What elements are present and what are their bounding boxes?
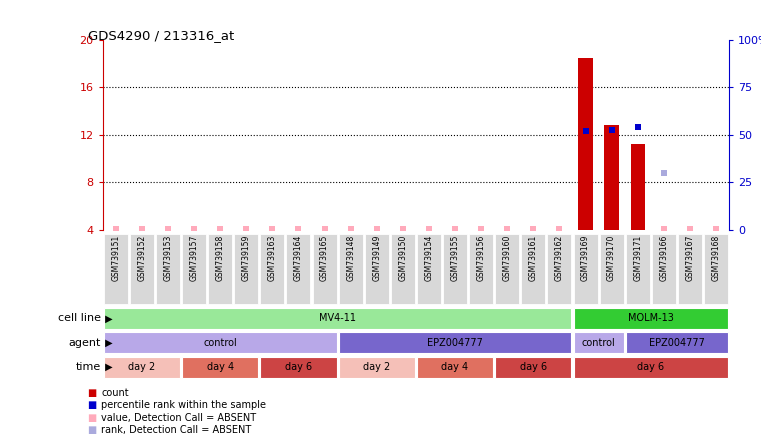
- Text: GDS4290 / 213316_at: GDS4290 / 213316_at: [88, 29, 234, 42]
- FancyBboxPatch shape: [313, 234, 336, 304]
- FancyBboxPatch shape: [521, 234, 546, 304]
- FancyBboxPatch shape: [391, 234, 415, 304]
- FancyBboxPatch shape: [103, 308, 572, 329]
- FancyBboxPatch shape: [365, 234, 389, 304]
- FancyBboxPatch shape: [130, 234, 154, 304]
- Text: GSM739159: GSM739159: [242, 234, 251, 281]
- FancyBboxPatch shape: [600, 234, 623, 304]
- Bar: [604, 126, 619, 230]
- Bar: [578, 58, 593, 230]
- Text: GSM739167: GSM739167: [686, 234, 694, 281]
- Text: GSM739160: GSM739160: [503, 234, 511, 281]
- FancyBboxPatch shape: [574, 234, 597, 304]
- Text: GSM739163: GSM739163: [268, 234, 277, 281]
- Text: value, Detection Call = ABSENT: value, Detection Call = ABSENT: [101, 413, 256, 423]
- Bar: [631, 144, 645, 230]
- FancyBboxPatch shape: [286, 234, 310, 304]
- FancyBboxPatch shape: [626, 332, 728, 353]
- FancyBboxPatch shape: [417, 357, 493, 378]
- Text: GSM739170: GSM739170: [607, 234, 616, 281]
- FancyBboxPatch shape: [209, 234, 232, 304]
- Text: day 4: day 4: [441, 362, 469, 372]
- FancyBboxPatch shape: [156, 234, 180, 304]
- Text: GSM739171: GSM739171: [633, 234, 642, 281]
- Text: GSM739162: GSM739162: [555, 234, 564, 281]
- FancyBboxPatch shape: [651, 234, 676, 304]
- FancyBboxPatch shape: [469, 234, 493, 304]
- FancyBboxPatch shape: [678, 234, 702, 304]
- Text: day 6: day 6: [637, 362, 664, 372]
- Text: GSM739161: GSM739161: [529, 234, 538, 281]
- FancyBboxPatch shape: [182, 357, 258, 378]
- Text: ▶: ▶: [102, 362, 113, 372]
- FancyBboxPatch shape: [234, 234, 258, 304]
- Text: GSM739148: GSM739148: [346, 234, 355, 281]
- Text: day 2: day 2: [363, 362, 390, 372]
- FancyBboxPatch shape: [704, 234, 728, 304]
- FancyBboxPatch shape: [626, 234, 650, 304]
- FancyBboxPatch shape: [339, 332, 572, 353]
- FancyBboxPatch shape: [182, 234, 206, 304]
- Text: percentile rank within the sample: percentile rank within the sample: [101, 400, 266, 410]
- Text: ▶: ▶: [102, 313, 113, 323]
- Text: ■: ■: [88, 388, 97, 398]
- Text: cell line: cell line: [58, 313, 101, 323]
- Text: GSM739156: GSM739156: [476, 234, 486, 281]
- Text: GSM739151: GSM739151: [111, 234, 120, 281]
- Text: GSM739153: GSM739153: [164, 234, 173, 281]
- Text: GSM739149: GSM739149: [372, 234, 381, 281]
- Text: GSM739165: GSM739165: [320, 234, 329, 281]
- FancyBboxPatch shape: [339, 357, 415, 378]
- FancyBboxPatch shape: [495, 357, 572, 378]
- Text: GSM739169: GSM739169: [581, 234, 590, 281]
- Text: GSM739152: GSM739152: [138, 234, 146, 281]
- FancyBboxPatch shape: [574, 357, 728, 378]
- Text: day 6: day 6: [520, 362, 547, 372]
- Text: ■: ■: [88, 425, 97, 435]
- FancyBboxPatch shape: [103, 234, 128, 304]
- FancyBboxPatch shape: [495, 234, 519, 304]
- Text: GSM739155: GSM739155: [451, 234, 460, 281]
- FancyBboxPatch shape: [547, 234, 572, 304]
- FancyBboxPatch shape: [574, 332, 623, 353]
- FancyBboxPatch shape: [103, 332, 336, 353]
- FancyBboxPatch shape: [260, 234, 285, 304]
- FancyBboxPatch shape: [443, 234, 467, 304]
- FancyBboxPatch shape: [260, 357, 336, 378]
- Text: GSM739150: GSM739150: [398, 234, 407, 281]
- FancyBboxPatch shape: [339, 234, 363, 304]
- Text: rank, Detection Call = ABSENT: rank, Detection Call = ABSENT: [101, 425, 251, 435]
- Text: MV4-11: MV4-11: [319, 313, 356, 323]
- Text: ■: ■: [88, 400, 97, 410]
- Text: GSM739164: GSM739164: [294, 234, 303, 281]
- Text: GSM739157: GSM739157: [189, 234, 199, 281]
- Text: GSM739168: GSM739168: [712, 234, 721, 281]
- Text: GSM739166: GSM739166: [659, 234, 668, 281]
- FancyBboxPatch shape: [103, 357, 180, 378]
- Text: count: count: [101, 388, 129, 398]
- Text: ■: ■: [88, 413, 97, 423]
- Text: ▶: ▶: [102, 338, 113, 348]
- FancyBboxPatch shape: [417, 234, 441, 304]
- Text: agent: agent: [68, 338, 101, 348]
- Text: GSM739154: GSM739154: [425, 234, 434, 281]
- Text: EPZ004777: EPZ004777: [649, 338, 705, 348]
- Text: GSM739158: GSM739158: [215, 234, 224, 281]
- Text: MOLM-13: MOLM-13: [628, 313, 673, 323]
- Text: time: time: [76, 362, 101, 372]
- Text: EPZ004777: EPZ004777: [427, 338, 483, 348]
- Text: control: control: [203, 338, 237, 348]
- Text: day 2: day 2: [129, 362, 155, 372]
- Text: control: control: [581, 338, 616, 348]
- Text: day 4: day 4: [206, 362, 234, 372]
- Text: day 6: day 6: [285, 362, 312, 372]
- FancyBboxPatch shape: [574, 308, 728, 329]
